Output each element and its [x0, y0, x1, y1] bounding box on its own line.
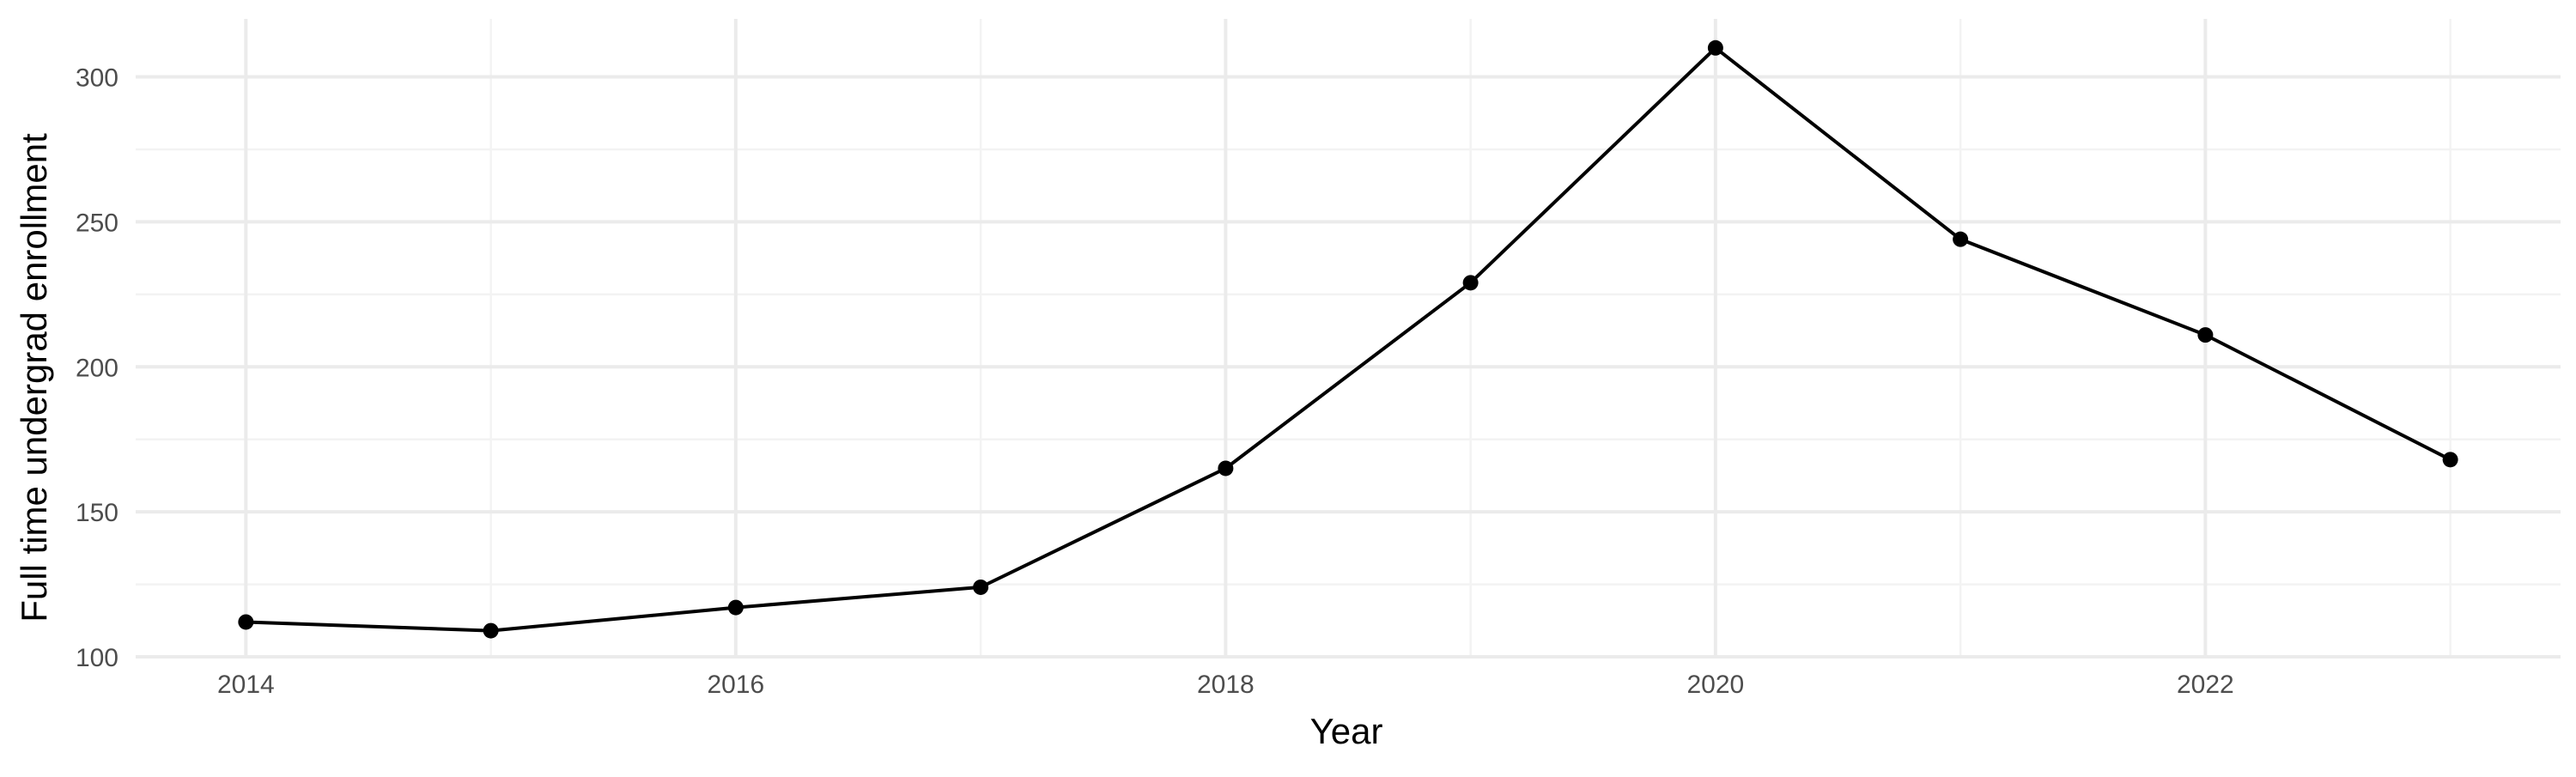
y-axis-title: Full time undergrad enrollment [14, 133, 54, 622]
data-point [2442, 452, 2458, 468]
data-point [1953, 231, 1969, 247]
y-tick-label: 250 [76, 209, 118, 237]
y-tick-label: 100 [76, 644, 118, 672]
data-point [1707, 39, 1723, 56]
x-tick-label: 2018 [1197, 671, 1255, 699]
y-tick-label: 300 [76, 64, 118, 93]
series-line [246, 46, 2451, 633]
y-tick-label: 200 [76, 354, 118, 382]
x-tick-label: 2022 [2177, 671, 2234, 699]
data-point [1462, 275, 1479, 291]
data-point [973, 579, 989, 595]
x-axis-title: Year [1310, 711, 1383, 751]
data-point [238, 614, 254, 630]
x-tick-label: 2020 [1687, 671, 1745, 699]
series-layer [238, 39, 2458, 639]
y-axis-ticks: 100 150 200 250 300 [76, 64, 118, 672]
data-point [483, 622, 499, 639]
x-axis-ticks: 2014 2016 2018 2020 2022 [217, 671, 2234, 699]
minor-gridlines [136, 19, 2561, 657]
x-tick-label: 2014 [217, 671, 275, 699]
x-tick-label: 2016 [707, 671, 764, 699]
data-point [727, 599, 744, 616]
major-gridlines [136, 19, 2561, 659]
data-point [1218, 460, 1234, 477]
data-point [2197, 327, 2214, 343]
y-tick-label: 150 [76, 499, 118, 527]
